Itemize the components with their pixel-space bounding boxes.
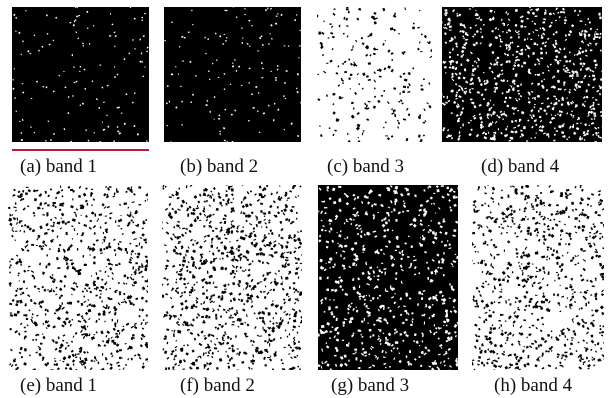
caption-a: (a) band 1 [20,156,98,177]
caption-h: (h) band 4 [494,375,573,396]
band-image-b [164,7,301,142]
caption-g: (g) band 3 [331,375,410,396]
band-texture [472,185,604,370]
band-image-c [317,7,432,142]
caption-b: (b) band 2 [180,156,259,177]
band-texture [12,7,149,142]
band-image-d [442,7,602,142]
caption-f: (f) band 2 [180,375,255,396]
band-image-h [472,185,604,370]
band-image-e [8,185,148,370]
band-texture [318,185,458,370]
caption-underline [12,149,149,151]
band-image-g [318,185,458,370]
band-texture [442,7,602,142]
caption-c: (c) band 3 [327,156,405,177]
band-texture [8,185,148,370]
caption-e: (e) band 1 [20,375,98,396]
band-image-f [162,185,302,370]
caption-d: (d) band 4 [481,156,560,177]
band-texture [162,185,302,370]
band-texture [317,7,432,142]
band-texture [164,7,301,142]
band-image-a [12,7,149,142]
